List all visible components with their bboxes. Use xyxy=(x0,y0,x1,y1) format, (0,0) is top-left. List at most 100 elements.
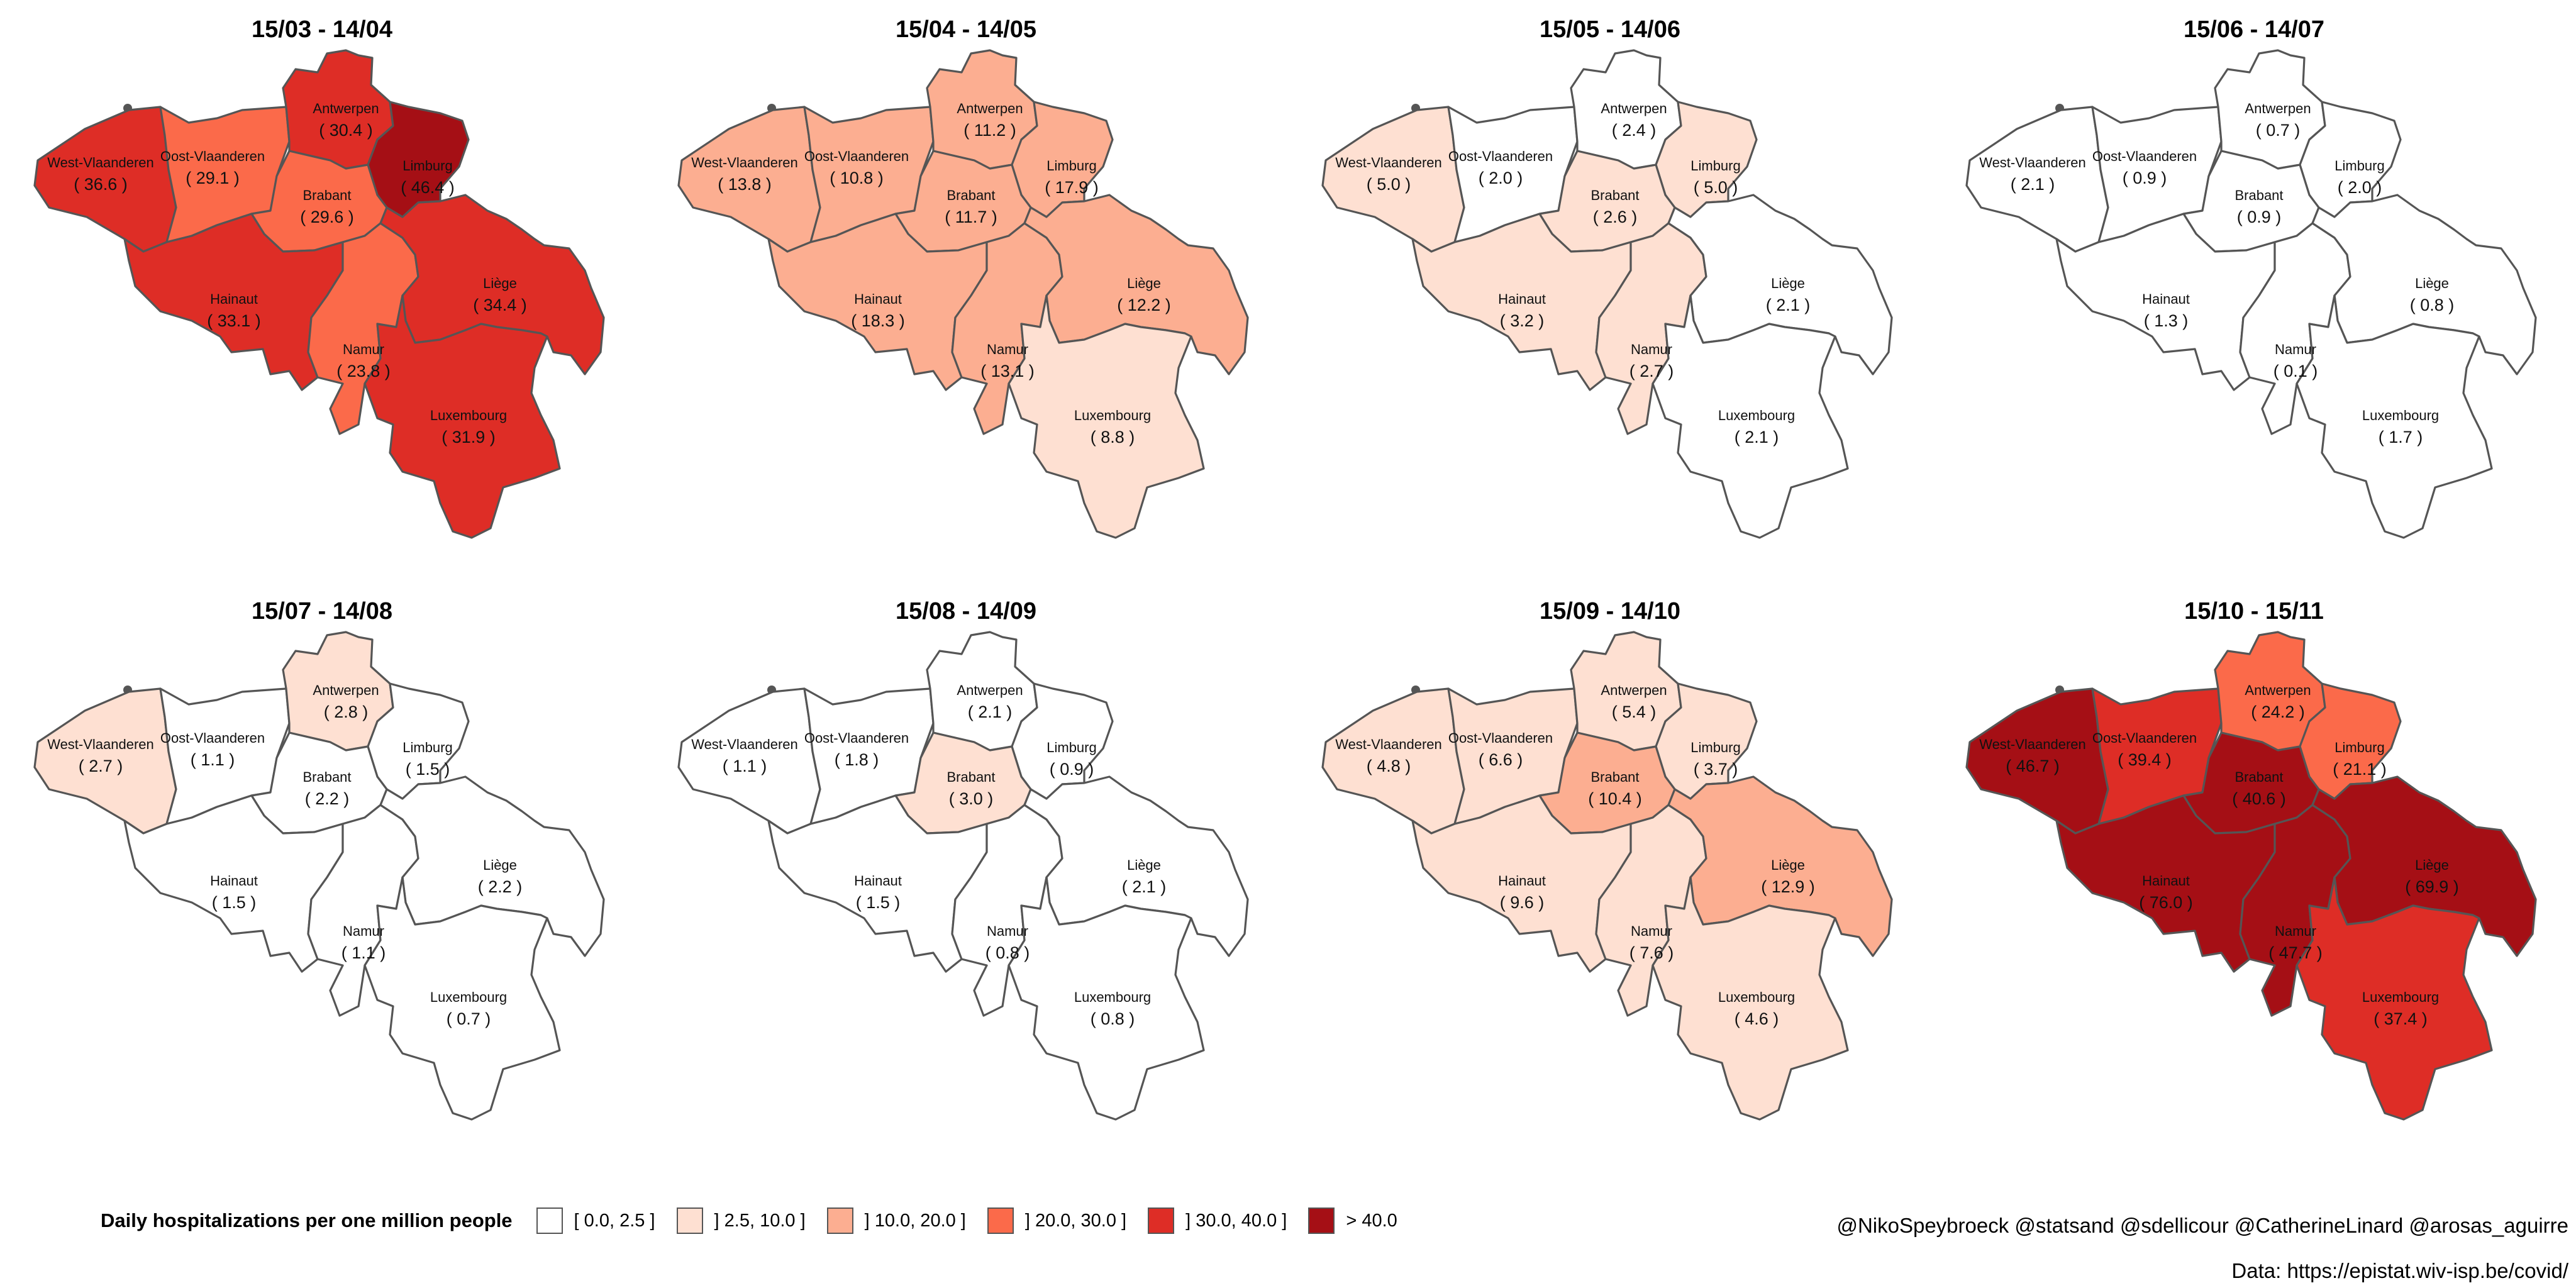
province-value-label: ( 40.6 ) xyxy=(2232,789,2286,808)
province-value-label: ( 1.3 ) xyxy=(2144,311,2189,330)
province-value-label: ( 76.0 ) xyxy=(2139,893,2193,912)
province-value-label: ( 34.4 ) xyxy=(473,296,527,314)
province-name-label: Liège xyxy=(1127,857,1161,873)
legend-item: ] 30.0, 40.0 ] xyxy=(1148,1208,1287,1234)
province-value-label: ( 2.7 ) xyxy=(79,757,123,775)
province-name-label: Antwerpen xyxy=(313,101,379,116)
province-name-label: Brabant xyxy=(947,769,995,785)
province-name-label: Luxembourg xyxy=(430,989,507,1005)
province-value-label: ( 2.1 ) xyxy=(1766,296,1811,314)
province-value-label: ( 8.8 ) xyxy=(1091,428,1135,447)
province-value-label: ( 2.1 ) xyxy=(2011,175,2055,194)
province-value-label: ( 1.1 ) xyxy=(191,750,235,769)
province-name-label: Oost-Vlaanderen xyxy=(2092,148,2197,164)
province-value-label: ( 2.7 ) xyxy=(1629,362,1674,380)
province-luxembourg xyxy=(364,876,561,1121)
province-name-label: Limburg xyxy=(1046,158,1096,174)
province-name-label: Limburg xyxy=(1690,158,1740,174)
province-value-label: ( 4.8 ) xyxy=(1367,757,1411,775)
province-luxembourg xyxy=(1008,294,1205,539)
province-name-label: West-Vlaanderen xyxy=(1979,736,2086,752)
province-value-label: ( 2.6 ) xyxy=(1593,208,1638,226)
legend-label: ] 20.0, 30.0 ] xyxy=(1024,1210,1127,1231)
province-name-label: West-Vlaanderen xyxy=(691,736,798,752)
province-name-label: Luxembourg xyxy=(2362,408,2439,423)
legend-label: > 40.0 xyxy=(1346,1210,1397,1231)
province-value-label: ( 5.4 ) xyxy=(1612,702,1657,721)
province-name-label: Namur xyxy=(2275,923,2316,939)
province-name-label: West-Vlaanderen xyxy=(1335,736,1442,752)
legend-swatch xyxy=(826,1208,853,1234)
province-luxembourg xyxy=(1652,876,1849,1121)
province-name-label: Antwerpen xyxy=(1601,682,1667,698)
province-value-label: ( 17.9 ) xyxy=(1045,178,1099,197)
province-value-label: ( 2.4 ) xyxy=(1612,121,1657,140)
belgium-map: West-Vlaanderen ( 36.6 ) Oost-Vlaanderen ( … xyxy=(33,49,605,539)
province-value-label: ( 23.8 ) xyxy=(336,362,391,380)
province-value-label: ( 2.1 ) xyxy=(1735,428,1779,447)
province-value-label: ( 3.0 ) xyxy=(949,789,994,808)
province-value-label: ( 7.6 ) xyxy=(1629,943,1674,962)
province-name-label: Luxembourg xyxy=(2362,989,2439,1005)
province-value-label: ( 2.2 ) xyxy=(305,789,350,808)
province-name-label: Namur xyxy=(987,341,1028,357)
province-value-label: ( 46.7 ) xyxy=(2006,757,2060,775)
province-name-label: Oost-Vlaanderen xyxy=(1448,730,1553,746)
province-value-label: ( 0.9 ) xyxy=(2237,208,2282,226)
province-name-label: Limburg xyxy=(402,158,452,174)
province-name-label: Liège xyxy=(483,275,517,291)
belgium-map: West-Vlaanderen ( 1.1 ) Oost-Vlaanderen ( 1… xyxy=(677,631,1249,1121)
legend-item: > 40.0 xyxy=(1308,1208,1397,1234)
province-name-label: Brabant xyxy=(2235,187,2283,203)
province-value-label: ( 1.5 ) xyxy=(212,893,257,912)
province-name-label: Luxembourg xyxy=(430,408,507,423)
province-name-label: Luxembourg xyxy=(1074,408,1151,423)
legend-label: ] 10.0, 20.0 ] xyxy=(864,1210,966,1231)
province-value-label: ( 2.0 ) xyxy=(2338,178,2382,197)
province-value-label: ( 1.1 ) xyxy=(341,943,386,962)
map-panel: 15/07 - 14/08 West-Vlaanderen ( 2.7 ) Oost-… xyxy=(0,582,644,1160)
province-name-label: Brabant xyxy=(303,187,351,203)
belgium-map: West-Vlaanderen ( 2.1 ) Oost-Vlaanderen ( 0… xyxy=(1965,49,2537,539)
map-grid: 15/03 - 14/04 West-Vlaanderen ( 36.6 ) Oost… xyxy=(0,0,2537,1160)
province-name-label: Namur xyxy=(2275,341,2316,357)
province-name-label: Antwerpen xyxy=(1601,101,1667,116)
province-value-label: ( 5.0 ) xyxy=(1367,175,1411,194)
province-name-label: Hainaut xyxy=(2142,873,2190,889)
province-name-label: West-Vlaanderen xyxy=(1979,155,2086,170)
province-name-label: Oost-Vlaanderen xyxy=(804,148,909,164)
panel-title: 15/08 - 14/09 xyxy=(896,598,1036,625)
province-luxembourg xyxy=(2296,876,2493,1121)
province-value-label: ( 0.7 ) xyxy=(2256,121,2301,140)
province-value-label: ( 24.2 ) xyxy=(2251,702,2305,721)
province-name-label: Hainaut xyxy=(210,873,258,889)
province-value-label: ( 11.7 ) xyxy=(945,208,997,226)
province-name-label: Antwerpen xyxy=(313,682,379,698)
belgium-map: West-Vlaanderen ( 4.8 ) Oost-Vlaanderen ( 6… xyxy=(1321,631,1893,1121)
panel-title: 15/05 - 14/06 xyxy=(1540,16,1680,43)
province-name-label: Namur xyxy=(343,341,384,357)
province-value-label: ( 4.6 ) xyxy=(1735,1009,1779,1028)
province-name-label: Namur xyxy=(343,923,384,939)
legend-swatch xyxy=(536,1208,563,1234)
province-name-label: West-Vlaanderen xyxy=(1335,155,1442,170)
province-name-label: Liège xyxy=(1771,275,1805,291)
province-value-label: ( 0.9 ) xyxy=(2123,169,2167,187)
province-name-label: Hainaut xyxy=(210,291,258,307)
province-name-label: Hainaut xyxy=(1498,291,1546,307)
province-value-label: ( 2.8 ) xyxy=(324,702,369,721)
panel-title: 15/06 - 14/07 xyxy=(2184,16,2324,43)
province-name-label: Oost-Vlaanderen xyxy=(804,730,909,746)
belgium-map: West-Vlaanderen ( 46.7 ) Oost-Vlaanderen ( … xyxy=(1965,631,2537,1121)
province-name-label: Liège xyxy=(483,857,517,873)
province-name-label: Limburg xyxy=(1046,740,1096,755)
province-name-label: Oost-Vlaanderen xyxy=(160,730,265,746)
province-name-label: Oost-Vlaanderen xyxy=(1448,148,1553,164)
legend-item: ] 10.0, 20.0 ] xyxy=(826,1208,966,1234)
province-value-label: ( 12.2 ) xyxy=(1117,296,1171,314)
province-name-label: West-Vlaanderen xyxy=(47,155,154,170)
belgium-map: West-Vlaanderen ( 2.7 ) Oost-Vlaanderen ( 1… xyxy=(33,631,605,1121)
province-value-label: ( 0.8 ) xyxy=(985,943,1030,962)
province-value-label: ( 1.7 ) xyxy=(2379,428,2423,447)
map-panel: 15/05 - 14/06 West-Vlaanderen ( 5.0 ) Oost-… xyxy=(1288,0,1932,579)
